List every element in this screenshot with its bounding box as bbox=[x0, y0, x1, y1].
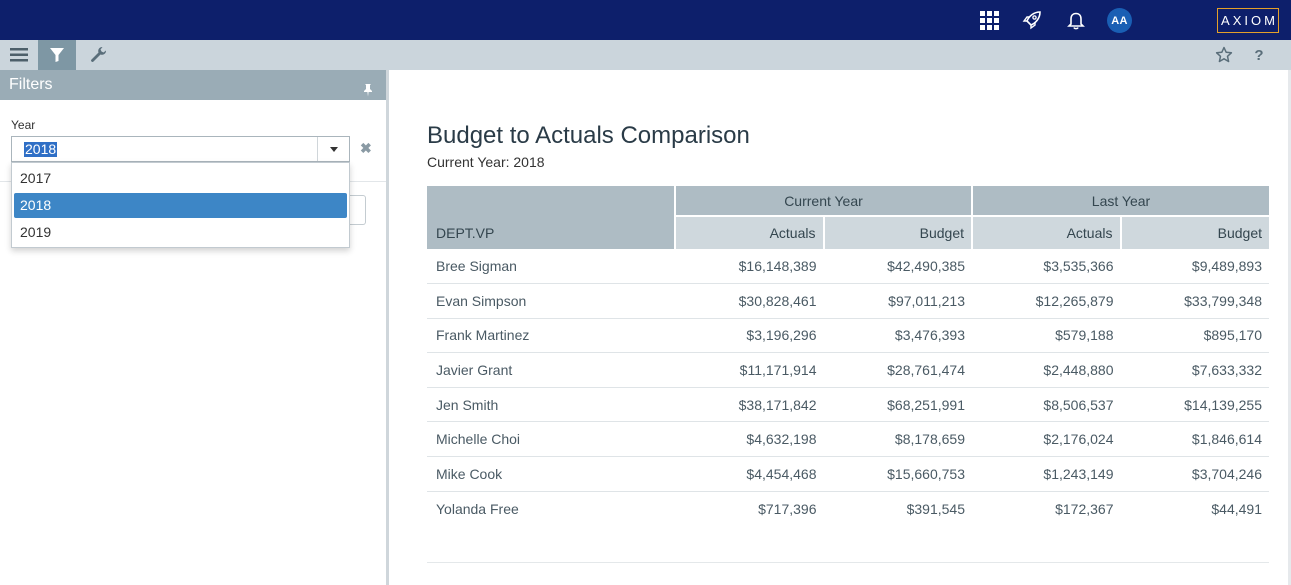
table-row: Michelle Choi $4,632,198 $8,178,659 $2,1… bbox=[427, 421, 1269, 458]
table-row: Evan Simpson $30,828,461 $97,011,213 $12… bbox=[427, 283, 1269, 319]
top-bar: AA AXIOM bbox=[0, 0, 1291, 40]
year-label: Year bbox=[11, 118, 36, 132]
header-cy-budget: Budget bbox=[822, 215, 972, 249]
cell-cy-budget: $15,660,753 bbox=[823, 456, 972, 492]
dropdown-toggle[interactable] bbox=[317, 137, 349, 161]
filter-icon[interactable] bbox=[38, 40, 76, 70]
filters-title: Filters bbox=[9, 76, 53, 93]
rocket-icon[interactable] bbox=[1021, 9, 1043, 31]
cell-name: Yolanda Free bbox=[436, 500, 519, 517]
table-row: Frank Martinez $3,196,296 $3,476,393 $57… bbox=[427, 318, 1269, 354]
header-cy-actuals: Actuals bbox=[674, 215, 824, 249]
filters-header: Filters bbox=[0, 70, 386, 100]
table-row: Mike Cook $4,454,468 $15,660,753 $1,243,… bbox=[427, 456, 1269, 492]
obscured-input[interactable] bbox=[340, 195, 366, 225]
chevron-down-icon bbox=[329, 146, 338, 152]
help-icon[interactable]: ? bbox=[1254, 46, 1264, 64]
cell-ly-budget: $9,489,893 bbox=[1120, 249, 1269, 285]
cell-cy-actuals: $11,171,914 bbox=[675, 352, 824, 388]
header-ly-actuals: Actuals bbox=[971, 215, 1121, 249]
header-current-year: Current Year bbox=[674, 186, 972, 216]
cell-ly-budget: $14,139,255 bbox=[1120, 387, 1269, 423]
star-icon[interactable] bbox=[1205, 40, 1243, 70]
cell-ly-actuals: $2,448,880 bbox=[972, 352, 1121, 388]
table-row: Javier Grant $11,171,914 $28,761,474 $2,… bbox=[427, 352, 1269, 388]
cell-cy-actuals: $717,396 bbox=[758, 500, 817, 517]
filters-panel: Filters Year 2018 ✖ 2017 2018 2019 bbox=[0, 70, 389, 585]
cell-cy-budget: $8,178,659 bbox=[823, 421, 972, 458]
year-option-2017[interactable]: 2017 bbox=[20, 170, 52, 186]
header-last-year: Last Year bbox=[971, 186, 1269, 216]
cell-cy-actuals: $3,196,296 bbox=[675, 318, 824, 354]
header-dept: DEPT.VP bbox=[427, 186, 675, 249]
table-row: Yolanda Free $717,396 $391,545 $172,367 … bbox=[427, 491, 1269, 526]
year-dropdown-list: 2017 2018 2019 bbox=[11, 162, 350, 248]
cell-cy-budget: $28,761,474 bbox=[823, 352, 972, 388]
report-subtitle: Current Year: 2018 bbox=[427, 154, 545, 170]
cell-name: Bree Sigman bbox=[427, 249, 675, 285]
cell-ly-budget: $44,491 bbox=[1211, 500, 1262, 517]
cell-ly-budget: $33,799,348 bbox=[1120, 283, 1269, 319]
cell-ly-budget: $3,704,246 bbox=[1120, 456, 1269, 492]
table-row: Bree Sigman $16,148,389 $42,490,385 $3,5… bbox=[427, 249, 1269, 285]
cell-ly-actuals: $1,243,149 bbox=[972, 456, 1121, 492]
cell-name: Javier Grant bbox=[427, 352, 675, 388]
cell-ly-actuals: $12,265,879 bbox=[972, 283, 1121, 319]
cell-ly-actuals: $3,535,366 bbox=[972, 249, 1121, 285]
apps-grid-icon[interactable] bbox=[978, 9, 1000, 31]
cell-cy-actuals: $4,454,468 bbox=[675, 456, 824, 492]
header-ly-budget: Budget bbox=[1119, 215, 1269, 249]
cell-cy-budget: $3,476,393 bbox=[823, 318, 972, 354]
year-option-2019[interactable]: 2019 bbox=[20, 224, 52, 240]
table-bottom-divider bbox=[427, 562, 1269, 563]
wrench-icon[interactable] bbox=[80, 40, 118, 70]
cell-ly-budget: $895,170 bbox=[1120, 318, 1269, 354]
cell-ly-budget: $7,633,332 bbox=[1120, 352, 1269, 388]
pin-icon[interactable] bbox=[362, 78, 374, 108]
cell-ly-actuals: $579,188 bbox=[972, 318, 1121, 354]
cell-name: Jen Smith bbox=[427, 387, 675, 423]
cell-ly-actuals: $8,506,537 bbox=[972, 387, 1121, 423]
cell-cy-actuals: $38,171,842 bbox=[675, 387, 824, 423]
cell-ly-actuals: $172,367 bbox=[1055, 500, 1114, 517]
report-title: Budget to Actuals Comparison bbox=[427, 122, 750, 149]
cell-cy-budget: $42,490,385 bbox=[823, 249, 972, 285]
table-row: Jen Smith $38,171,842 $68,251,991 $8,506… bbox=[427, 387, 1269, 423]
budget-table: DEPT.VP Current Year Last Year Actuals B… bbox=[427, 186, 1269, 526]
cell-cy-actuals: $30,828,461 bbox=[675, 283, 824, 319]
cell-name: Michelle Choi bbox=[427, 421, 675, 458]
hamburger-menu-icon[interactable] bbox=[0, 40, 38, 70]
cell-cy-budget: $97,011,213 bbox=[823, 283, 972, 319]
cell-cy-actuals: $16,148,389 bbox=[675, 249, 824, 285]
cell-cy-budget: $68,251,991 bbox=[823, 387, 972, 423]
toolbar: ? bbox=[0, 40, 1291, 70]
year-select[interactable]: 2018 bbox=[11, 136, 350, 162]
user-avatar[interactable]: AA bbox=[1107, 8, 1132, 33]
cell-name: Frank Martinez bbox=[427, 318, 675, 354]
cell-cy-budget: $391,545 bbox=[906, 500, 965, 517]
cell-ly-actuals: $2,176,024 bbox=[972, 421, 1121, 458]
axiom-logo: AXIOM bbox=[1217, 8, 1279, 33]
clear-filter-icon[interactable]: ✖ bbox=[360, 140, 372, 156]
year-select-value[interactable]: 2018 bbox=[24, 141, 58, 157]
cell-cy-actuals: $4,632,198 bbox=[675, 421, 824, 458]
bell-icon[interactable] bbox=[1065, 9, 1087, 31]
cell-name: Mike Cook bbox=[427, 456, 675, 492]
cell-ly-budget: $1,846,614 bbox=[1120, 421, 1269, 458]
cell-name: Evan Simpson bbox=[427, 283, 675, 319]
year-option-2018[interactable]: 2018 bbox=[14, 193, 347, 218]
